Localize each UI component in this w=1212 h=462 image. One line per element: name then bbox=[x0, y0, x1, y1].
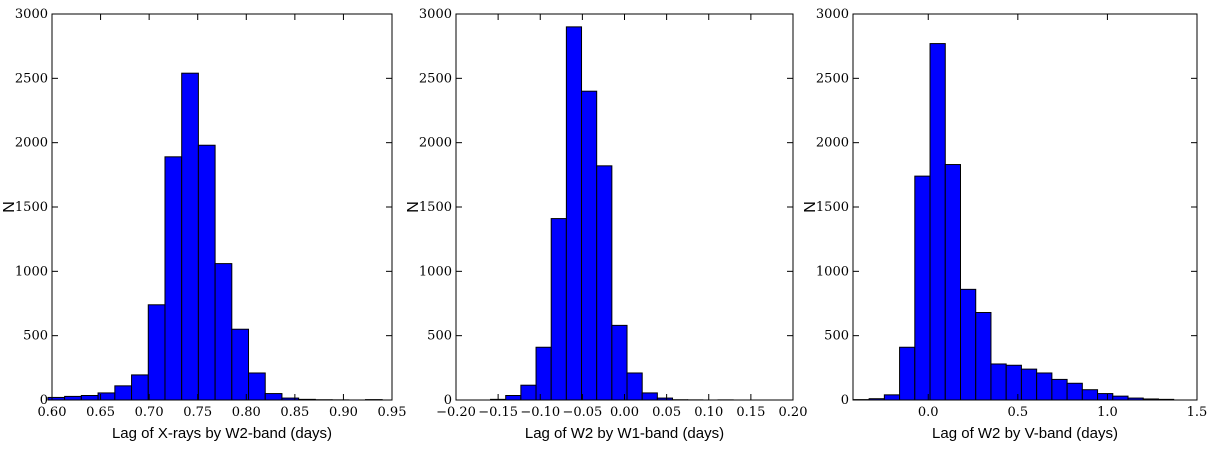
x-tick-label: 1.0 bbox=[1097, 405, 1118, 420]
y-tick-label: 2000 bbox=[419, 136, 452, 151]
y-tick-label: 2500 bbox=[816, 71, 849, 86]
x-tick-label: 0.75 bbox=[183, 405, 212, 420]
x-axis-label: Lag of X-rays by W2-band (days) bbox=[112, 425, 332, 442]
histogram-bar bbox=[535, 346, 552, 401]
histogram-bar bbox=[581, 90, 598, 401]
y-tick-label: 1000 bbox=[419, 264, 452, 279]
histogram-bar bbox=[520, 384, 537, 401]
plot-frame bbox=[852, 13, 1198, 401]
histogram-bar bbox=[164, 156, 183, 401]
histogram-bar bbox=[975, 312, 992, 401]
histogram-bar bbox=[1112, 395, 1129, 401]
histogram-panel-1: 0.60 0.65 0.70 0.75 0.80 0.85 0.90 0.95 0 500 1000… bbox=[1, 7, 406, 442]
histogram-bar bbox=[626, 372, 643, 401]
y-tick-label: 1500 bbox=[816, 200, 849, 215]
x-tick-label: −0.20 bbox=[436, 405, 476, 420]
x-tick-label: 0.20 bbox=[779, 405, 808, 420]
y-tick-label: 1000 bbox=[15, 264, 48, 279]
y-tick-label: 0 bbox=[841, 393, 849, 408]
y-tick-label: 2500 bbox=[419, 71, 452, 86]
histogram-bar bbox=[1081, 389, 1099, 401]
histogram-bar bbox=[181, 72, 199, 401]
y-tick-label: 3000 bbox=[419, 7, 452, 22]
histogram-bar bbox=[264, 393, 283, 401]
x-tick-label: 0.0 bbox=[918, 405, 939, 420]
y-tick-label: 3000 bbox=[816, 7, 849, 22]
histogram-bar bbox=[114, 385, 133, 401]
x-tick-label: 0.00 bbox=[610, 405, 639, 420]
y-tick-label: 0 bbox=[40, 393, 48, 408]
x-tick-label: 0.95 bbox=[378, 405, 407, 420]
y-axis-label: N bbox=[1, 201, 18, 213]
histogram-bar bbox=[64, 395, 82, 401]
histogram-bar bbox=[944, 164, 962, 401]
histogram-bar bbox=[550, 218, 567, 401]
y-tick-label: 3000 bbox=[15, 7, 48, 22]
histogram-bar bbox=[914, 175, 931, 401]
histogram-panel-2: −0.20 −0.15 −0.10 −0.05 0.00 0.05 0.10 0.15 0.20… bbox=[405, 7, 807, 442]
histogram-bar bbox=[990, 363, 1007, 401]
histogram-bar bbox=[1066, 382, 1083, 401]
histogram-bar bbox=[1097, 393, 1114, 401]
x-tick-label: 0.90 bbox=[329, 405, 358, 420]
histogram-bar bbox=[929, 43, 946, 401]
histogram-bar bbox=[197, 144, 216, 401]
histogram-panel-3: 0.0 0.5 1.0 1.5 0 500 1000 1500 2000 2500 3000 Lag … bbox=[802, 7, 1207, 442]
histogram-bar bbox=[960, 288, 977, 401]
histogram-bar bbox=[248, 372, 266, 401]
y-tick-label: 2500 bbox=[15, 71, 48, 86]
y-axis-label: N bbox=[802, 201, 819, 213]
y-tick-label: 2000 bbox=[15, 136, 48, 151]
x-tick-label: 0.65 bbox=[86, 405, 115, 420]
histogram-bar bbox=[1051, 378, 1068, 401]
x-tick-label: 0.15 bbox=[736, 405, 765, 420]
histogram-bar bbox=[641, 392, 658, 401]
histogram-bar bbox=[1020, 368, 1038, 401]
histogram-bar bbox=[899, 346, 916, 401]
histogram-bar bbox=[231, 328, 250, 401]
x-tick-label: 0.80 bbox=[232, 405, 261, 420]
y-tick-label: 1500 bbox=[15, 200, 48, 215]
histogram-bar bbox=[147, 304, 166, 401]
x-tick-label: 0.70 bbox=[135, 405, 164, 420]
x-tick-label: −0.05 bbox=[562, 405, 602, 420]
x-axis-label: Lag of W2 by W1-band (days) bbox=[525, 425, 724, 442]
y-tick-label: 500 bbox=[824, 329, 849, 344]
histogram-bar bbox=[80, 395, 99, 401]
histogram-bar bbox=[1036, 372, 1053, 401]
y-tick-label: 500 bbox=[427, 329, 452, 344]
x-tick-label: 0.60 bbox=[38, 405, 67, 420]
y-tick-label: 1500 bbox=[419, 200, 452, 215]
y-tick-label: 0 bbox=[444, 393, 452, 408]
x-tick-label: −0.15 bbox=[478, 405, 518, 420]
y-tick-label: 1000 bbox=[816, 264, 849, 279]
x-tick-label: 1.5 bbox=[1187, 405, 1208, 420]
histogram-bar bbox=[1005, 364, 1022, 401]
histogram-bar bbox=[505, 395, 522, 401]
histogram-bar bbox=[565, 26, 583, 401]
x-tick-label: 0.10 bbox=[694, 405, 723, 420]
x-axis-label: Lag of W2 by V-band (days) bbox=[932, 425, 1118, 442]
x-tick-label: 0.5 bbox=[1007, 405, 1028, 420]
histogram-bar bbox=[596, 165, 613, 401]
histogram-bar bbox=[611, 324, 628, 401]
x-tick-label: −0.10 bbox=[520, 405, 560, 420]
x-tick-label: 0.85 bbox=[280, 405, 309, 420]
y-axis-label: N bbox=[405, 201, 422, 213]
y-tick-label: 500 bbox=[23, 329, 48, 344]
histogram-bar bbox=[214, 263, 233, 401]
y-tick-label: 2000 bbox=[816, 136, 849, 151]
histogram-bar bbox=[131, 374, 149, 401]
histogram-bar bbox=[883, 394, 901, 401]
x-tick-label: 0.05 bbox=[652, 405, 681, 420]
